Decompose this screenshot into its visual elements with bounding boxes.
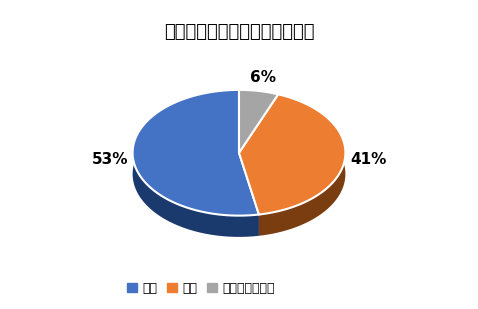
Polygon shape: [132, 90, 259, 216]
Text: 41%: 41%: [350, 152, 386, 167]
Legend: 満足, 不満, どちらでもない: 満足, 不満, どちらでもない: [122, 277, 280, 300]
Polygon shape: [132, 90, 259, 237]
Polygon shape: [259, 94, 346, 236]
Polygon shape: [239, 90, 278, 153]
Text: 6%: 6%: [250, 70, 276, 85]
Polygon shape: [239, 94, 346, 214]
Text: 53%: 53%: [91, 152, 128, 167]
Text: セレナの乗り心地の満足度調査: セレナの乗り心地の満足度調査: [164, 23, 314, 41]
